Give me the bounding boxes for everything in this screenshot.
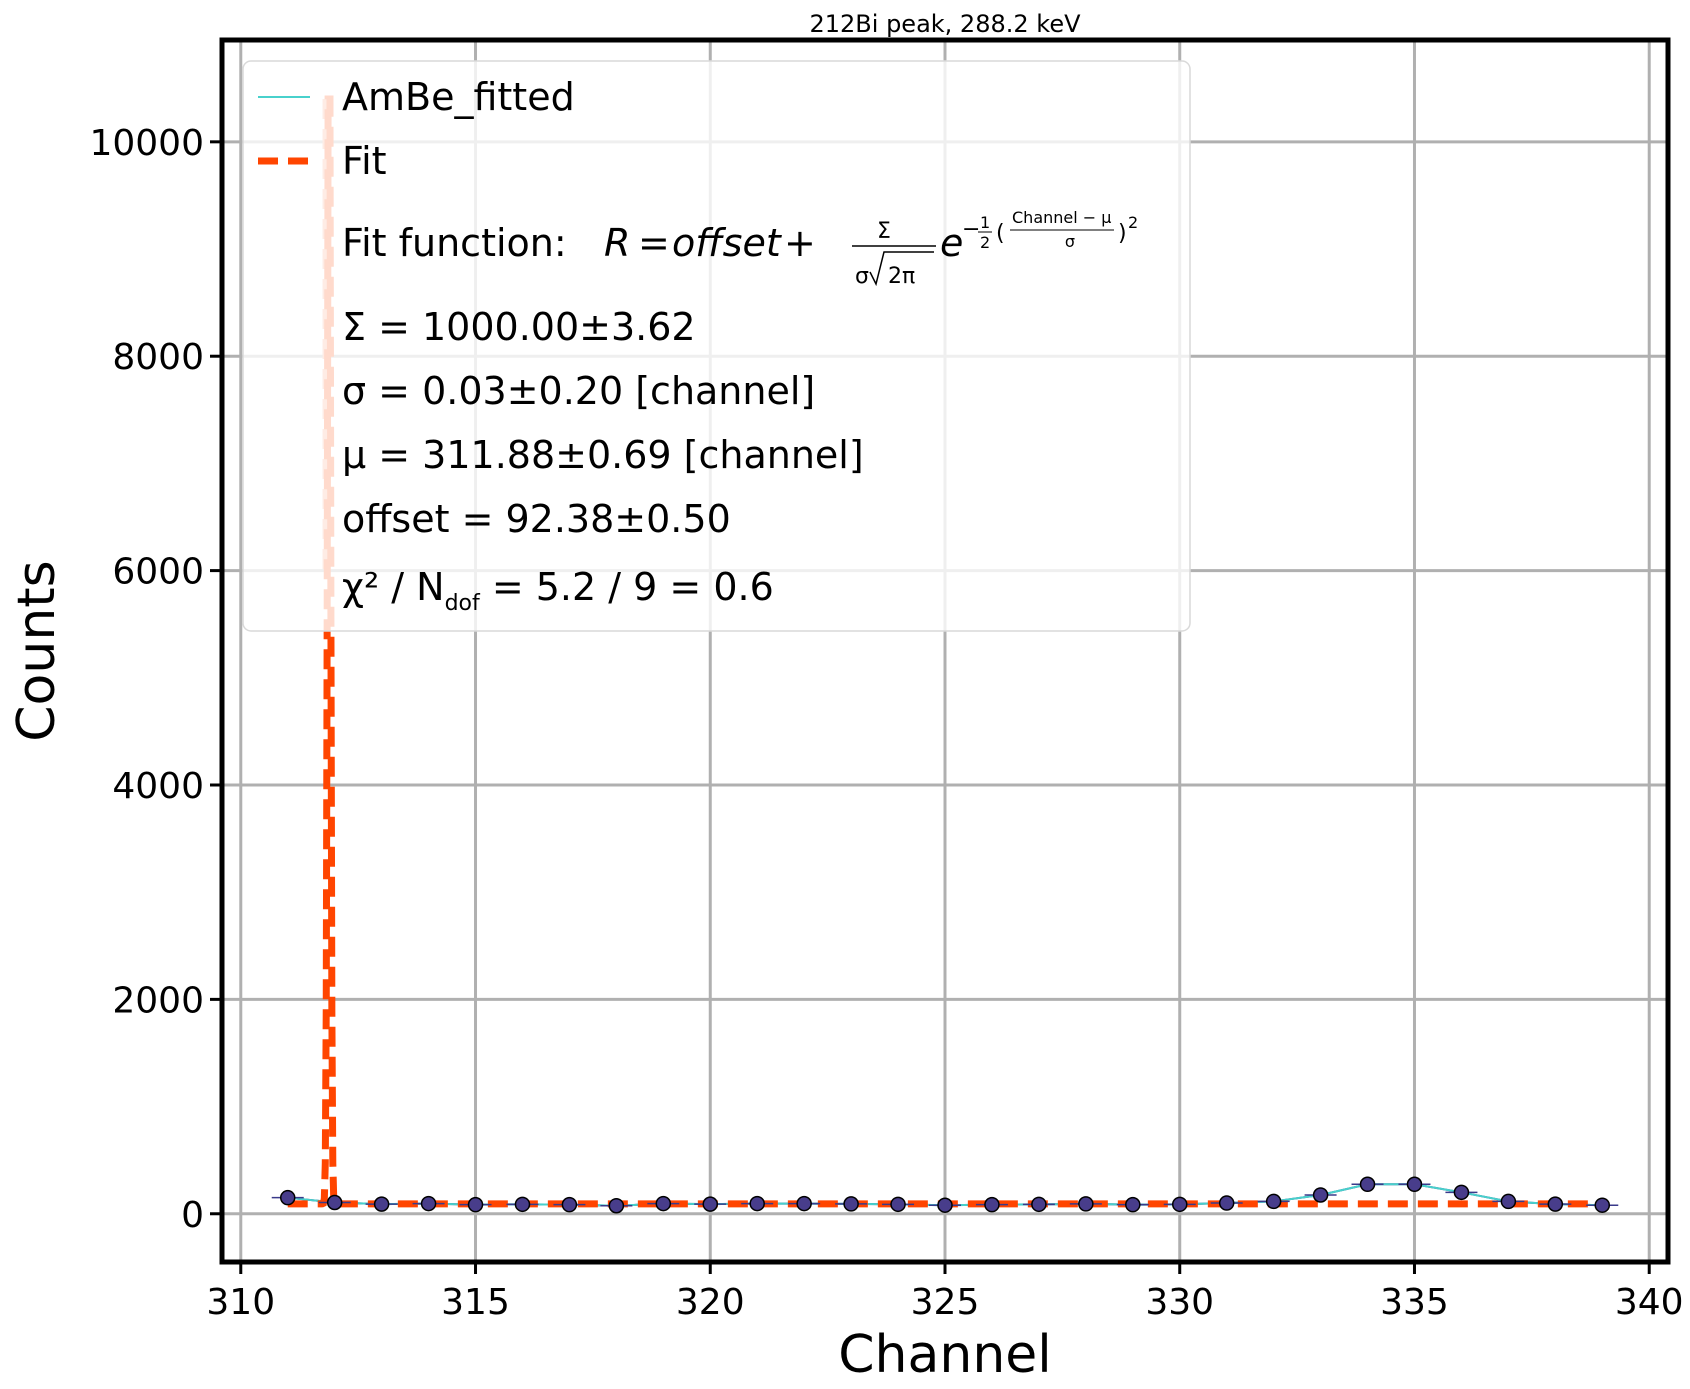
y-tick-label: 0 xyxy=(181,1195,204,1236)
legend-label-ambe: AmBe_fitted xyxy=(342,75,575,119)
data-point xyxy=(608,1197,625,1214)
data-point xyxy=(514,1196,531,1213)
data-point xyxy=(937,1197,953,1213)
data-point xyxy=(1218,1195,1235,1211)
data-point xyxy=(796,1195,812,1212)
y-axis-label: Counts xyxy=(7,560,67,742)
svg-text:1: 1 xyxy=(980,213,990,232)
data-point xyxy=(1312,1187,1329,1203)
data-point xyxy=(984,1196,1000,1213)
svg-text:offset: offset xyxy=(672,221,783,265)
svg-text:Σ: Σ xyxy=(877,219,891,244)
data-point xyxy=(1125,1196,1141,1213)
data-point xyxy=(702,1196,719,1212)
legend-box xyxy=(242,60,1191,632)
x-tick-label: 320 xyxy=(676,1282,745,1323)
y-tick-label: 4000 xyxy=(112,766,204,807)
svg-text:=: = xyxy=(638,221,670,265)
data-point xyxy=(326,1194,343,1211)
x-tick-label: 315 xyxy=(441,1282,510,1323)
data-point xyxy=(1265,1193,1282,1210)
legend-offset-param: offset = 92.38±0.50 xyxy=(342,497,731,541)
svg-text:R: R xyxy=(604,221,630,265)
svg-text:e: e xyxy=(940,221,963,265)
legend-chi2-param: χ² / Ndof = 5.2 / 9 = 0.6 xyxy=(342,565,774,616)
svg-text:2: 2 xyxy=(980,233,990,252)
svg-text:−: − xyxy=(962,217,980,242)
data-point xyxy=(1078,1196,1094,1212)
data-point xyxy=(1594,1197,1611,1213)
legend: AmBe_fitted Fit Fit function: R = offset… xyxy=(242,60,1191,632)
data-point xyxy=(561,1196,578,1213)
svg-text:σ: σ xyxy=(855,264,869,289)
data-point xyxy=(420,1195,437,1212)
fit-function-formula: Fit function: R = offset + Σ σ 2π e − 1 … xyxy=(342,208,1138,289)
x-tick-label: 340 xyxy=(1615,1282,1684,1323)
svg-text:Channel − μ: Channel − μ xyxy=(1012,208,1111,227)
x-axis-label: Channel xyxy=(838,1325,1051,1385)
svg-text:2π: 2π xyxy=(888,264,915,289)
x-tick-label: 335 xyxy=(1380,1282,1449,1323)
y-tick-label: 10000 xyxy=(89,123,204,164)
data-point xyxy=(749,1195,765,1212)
legend-sum-param: Σ = 1000.00±3.62 xyxy=(342,305,696,349)
data-point xyxy=(279,1189,296,1206)
data-point xyxy=(1359,1176,1376,1193)
data-point xyxy=(655,1195,672,1212)
legend-sigma-param: σ = 0.03±0.20 [channel] xyxy=(342,369,815,413)
ticks-layer: 310 315 320 325 330 335 340 0 2000 4000 6000 8000 10… xyxy=(89,123,1683,1323)
svg-text:(: ( xyxy=(996,221,1005,246)
series-layer xyxy=(271,95,1619,1214)
y-tick-label: 8000 xyxy=(112,337,204,378)
data-point xyxy=(467,1196,484,1213)
data-point xyxy=(1453,1184,1470,1201)
x-tick-label: 325 xyxy=(911,1282,980,1323)
svg-text:): ) xyxy=(1118,221,1127,246)
plot-frame xyxy=(219,37,1671,1265)
svg-text:σ: σ xyxy=(1065,232,1075,251)
svg-text:+: + xyxy=(784,221,816,265)
data-point xyxy=(1406,1176,1423,1193)
x-tick-label: 330 xyxy=(1145,1282,1214,1323)
y-tick-label: 2000 xyxy=(112,980,204,1021)
legend-label-fit: Fit xyxy=(342,139,387,183)
data-point xyxy=(373,1196,390,1212)
svg-text:Fit function:: Fit function: xyxy=(342,221,579,265)
x-tick-label: 310 xyxy=(206,1282,275,1323)
data-point xyxy=(1547,1196,1564,1212)
data-point xyxy=(843,1196,859,1212)
svg-text:2: 2 xyxy=(1128,213,1138,232)
data-point xyxy=(1031,1196,1047,1213)
legend-mu-param: μ = 311.88±0.69 [channel] xyxy=(342,433,864,477)
data-point xyxy=(1500,1193,1517,1210)
data-point xyxy=(1171,1196,1188,1213)
y-tick-label: 6000 xyxy=(112,552,204,593)
data-point xyxy=(890,1196,906,1213)
chart-title: 212Bi peak, 288.2 keV xyxy=(810,10,1082,38)
